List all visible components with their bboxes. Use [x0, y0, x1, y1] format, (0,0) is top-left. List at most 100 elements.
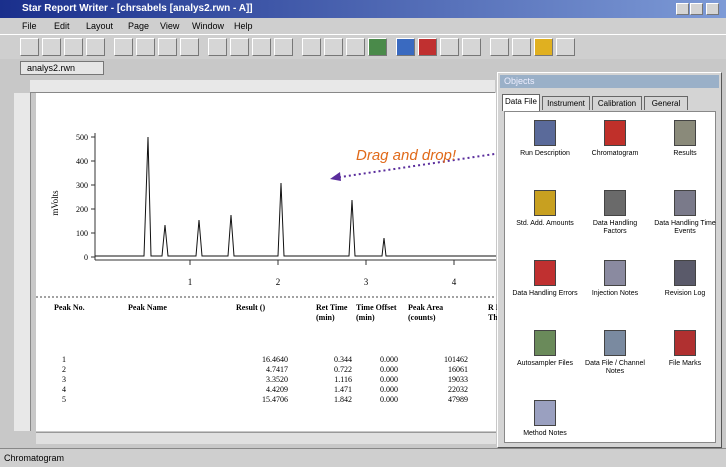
- menu-item[interactable]: Edit: [54, 21, 70, 31]
- toolbar-button[interactable]: [180, 38, 199, 56]
- panel-tab[interactable]: General: [644, 96, 688, 110]
- report-page: mVolts 500 400 300 200 100 0 1 2 3 4 Peak No. Peak…: [36, 93, 502, 431]
- status-bar: Chromatogram: [0, 448, 726, 467]
- menu-item[interactable]: View: [160, 21, 180, 31]
- toolbar-button[interactable]: [490, 38, 509, 56]
- object-icon[interactable]: [674, 120, 696, 146]
- toolbar-button[interactable]: [230, 38, 249, 56]
- menu-item[interactable]: Help: [234, 21, 253, 31]
- toolbar-button[interactable]: [462, 38, 481, 56]
- table-cell: 3: [62, 375, 66, 384]
- toolbar-button[interactable]: [302, 38, 321, 56]
- table-header: Peak Area (counts): [408, 303, 444, 322]
- object-icon[interactable]: [674, 190, 696, 216]
- menu-item[interactable]: Window: [192, 21, 225, 31]
- object-label[interactable]: Run Description: [520, 150, 570, 157]
- chromatogram-trace: [95, 136, 496, 257]
- panel-title-bar: Objects: [500, 75, 719, 88]
- panel-tab[interactable]: Instrument: [542, 96, 590, 110]
- object-label[interactable]: Chromatogram: [591, 150, 639, 157]
- table-cell: 4: [62, 385, 66, 394]
- table-header: Peak No.: [54, 303, 85, 312]
- menu-item[interactable]: File: [22, 21, 37, 31]
- table-cell: 3.3520: [266, 375, 288, 384]
- maximize-button[interactable]: [690, 3, 703, 15]
- toolbar-button[interactable]: [512, 38, 531, 56]
- table-cell: 0.000: [380, 365, 398, 374]
- y-tick-label: 200: [76, 205, 88, 214]
- toolbar-button[interactable]: [396, 38, 415, 56]
- menu-item[interactable]: Page: [128, 21, 150, 31]
- object-icon[interactable]: [534, 190, 556, 216]
- object-label[interactable]: Revision Log: [664, 290, 706, 297]
- x-tick-label: 1: [188, 277, 193, 287]
- window-title: Star Report Writer - [chrsabels [analys2…: [22, 3, 253, 14]
- table-header: Peak Name: [128, 303, 167, 312]
- table-cell: 0.000: [380, 355, 398, 364]
- object-icon[interactable]: [534, 120, 556, 146]
- object-label[interactable]: Autosampler Files: [516, 360, 574, 367]
- object-icon[interactable]: [604, 260, 626, 286]
- toolbar-button[interactable]: [556, 38, 575, 56]
- table-cell: 4.4209: [266, 385, 288, 394]
- object-label[interactable]: Data File / Channel Notes: [585, 360, 645, 375]
- y-tick-label: 500: [76, 133, 88, 142]
- results-table: Peak No. Peak Name Result () Ret Time (min)…: [36, 303, 502, 428]
- table-header: R R Th: [488, 303, 502, 322]
- toolbar-button[interactable]: [274, 38, 293, 56]
- toolbar-button[interactable]: [42, 38, 61, 56]
- table-cell: 16.4640: [262, 355, 288, 364]
- toolbar-button[interactable]: [158, 38, 177, 56]
- object-label[interactable]: Data Handling Errors: [512, 290, 578, 297]
- toolbar-button[interactable]: [64, 38, 83, 56]
- toolbar-button[interactable]: [136, 38, 155, 56]
- object-icon[interactable]: [604, 190, 626, 216]
- status-text: Chromatogram: [4, 453, 65, 463]
- toolbar-button[interactable]: [208, 38, 227, 56]
- object-label[interactable]: Data Handling Time Events: [654, 220, 716, 235]
- x-tick-label: 4: [452, 277, 457, 287]
- table-cell: 5: [62, 395, 66, 404]
- object-label[interactable]: Injection Notes: [591, 290, 639, 297]
- table-cell: 19033: [448, 375, 468, 384]
- toolbar-button[interactable]: [534, 38, 553, 56]
- table-cell: 1.842: [334, 395, 352, 404]
- table-cell: 4.7417: [266, 365, 288, 374]
- object-icon[interactable]: [534, 330, 556, 356]
- panel-tab[interactable]: Calibration: [592, 96, 642, 110]
- object-icon[interactable]: [534, 260, 556, 286]
- toolbar-button[interactable]: [368, 38, 387, 56]
- toolbar-button[interactable]: [346, 38, 365, 56]
- chromatogram: mVolts 500 400 300 200 100 0 1 2 3 4: [36, 133, 496, 298]
- object-label[interactable]: Data Handling Factors: [592, 220, 638, 235]
- object-icon[interactable]: [604, 120, 626, 146]
- toolbar-button[interactable]: [324, 38, 343, 56]
- toolbar-button[interactable]: [20, 38, 39, 56]
- close-button[interactable]: [706, 3, 719, 15]
- toolbar-button[interactable]: [252, 38, 271, 56]
- toolbar-button[interactable]: [114, 38, 133, 56]
- object-icon[interactable]: [534, 400, 556, 426]
- object-label[interactable]: Std. Add. Amounts: [516, 220, 574, 227]
- y-tick-label: 100: [76, 229, 88, 238]
- object-label[interactable]: File Marks: [668, 360, 702, 367]
- toolbar-button[interactable]: [86, 38, 105, 56]
- minimize-button[interactable]: [676, 3, 689, 15]
- object-icon[interactable]: [674, 260, 696, 286]
- toolbar-button[interactable]: [440, 38, 459, 56]
- toolbar-button[interactable]: [418, 38, 437, 56]
- file-selector[interactable]: analys2.rwn: [20, 61, 104, 75]
- object-icon[interactable]: [674, 330, 696, 356]
- object-label[interactable]: Method Notes: [523, 430, 567, 437]
- table-cell: 0.722: [334, 365, 352, 374]
- horizontal-scrollbar[interactable]: [36, 432, 496, 444]
- panel-title: Objects: [504, 76, 535, 86]
- toolbar: [0, 34, 726, 59]
- table-cell: 16061: [448, 365, 468, 374]
- x-tick-label: 2: [276, 277, 281, 287]
- file-selector-text: analys2.rwn: [27, 63, 76, 73]
- object-icon[interactable]: [604, 330, 626, 356]
- panel-tab[interactable]: Data File: [502, 94, 540, 111]
- object-label[interactable]: Results: [673, 150, 697, 157]
- menu-item[interactable]: Layout: [86, 21, 114, 31]
